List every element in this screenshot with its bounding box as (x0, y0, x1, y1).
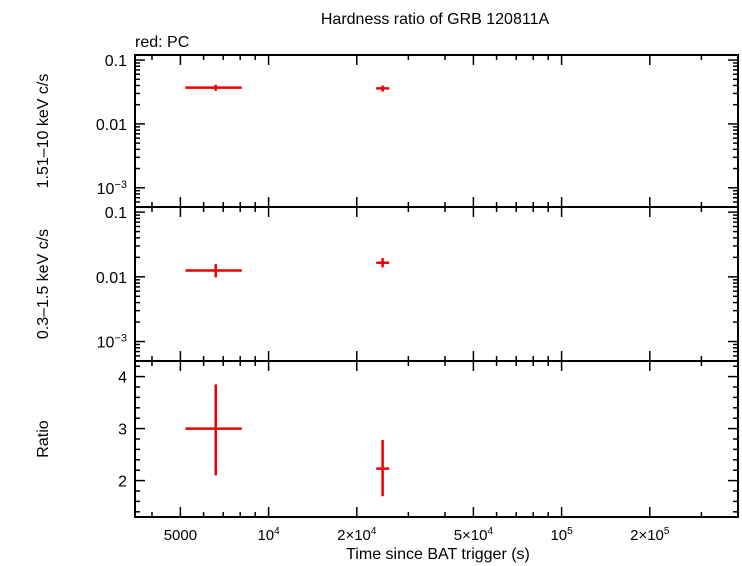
x-tick-label-text: 5000 (164, 527, 197, 544)
panel-2-ytick-label: 10−3 (97, 333, 127, 352)
x-tick-label: 104 (257, 526, 280, 544)
legend-label: red: PC (135, 34, 189, 51)
panel-1-ytick-label-text: 0.1 (105, 53, 127, 70)
panel-2-ytick-label-text: 10 (97, 335, 115, 352)
panel-1-ytick-label: 0.01 (96, 117, 127, 134)
panel-1-ytick-label-text: 0.01 (96, 117, 127, 134)
x-tick-label-text: 10 (257, 527, 274, 544)
x-tick-label-exponent: 5 (664, 526, 670, 537)
panel-3-ytick-label-text: 3 (118, 422, 127, 439)
panel-2-ytick-label: 0.1 (105, 205, 127, 222)
x-tick-label-text: 10 (550, 527, 567, 544)
x-tick-label-exponent: 5 (567, 526, 573, 537)
panel-2-ytick-label-exponent: −3 (114, 333, 127, 345)
panel-2-ytick-label-text: 0.1 (105, 205, 127, 222)
panel-1-ytick-label-exponent: −3 (114, 179, 127, 191)
panel-3-frame (134, 360, 739, 518)
panel-1-ytick-label-text: 10 (97, 181, 115, 198)
panel-3-ytick-label-text: 2 (118, 474, 127, 491)
panel-1-ytick-label: 10−3 (97, 179, 127, 198)
x-tick-label: 5000 (164, 527, 197, 544)
panel-1-frame (134, 54, 739, 208)
panel-3-ytick-label-text: 4 (118, 370, 127, 387)
panel-2-y-axis-label: 0.3–1.5 keV c/s (35, 229, 52, 339)
panel-3-y-axis-label: Ratio (35, 420, 52, 457)
x-tick-label-text: 2×10 (337, 527, 371, 544)
x-tick-label-text: 5×10 (454, 527, 488, 544)
panel-3-ytick-label: 4 (118, 370, 127, 387)
panel-2-ytick-label: 0.01 (96, 270, 127, 287)
panel-2-ytick-label-text: 0.01 (96, 270, 127, 287)
panel-3-ytick-label: 3 (118, 422, 127, 439)
x-tick-label: 2×104 (337, 526, 377, 544)
panel-1-y-axis-label: 1.51–10 keV c/s (35, 74, 52, 189)
panel-3-ytick-label: 2 (118, 474, 127, 491)
x-tick-label: 5×104 (454, 526, 494, 544)
chart-title: Hardness ratio of GRB 120811A (321, 11, 550, 28)
x-tick-label-exponent: 4 (488, 526, 494, 537)
x-tick-label: 2×105 (630, 526, 670, 544)
x-axis-label: Time since BAT trigger (s) (346, 546, 530, 563)
x-tick-label-text: 2×10 (630, 527, 664, 544)
panel-1-ytick-label: 0.1 (105, 53, 127, 70)
x-tick-label-exponent: 4 (274, 526, 280, 537)
x-tick-label: 105 (550, 526, 573, 544)
panel-2-frame (134, 206, 739, 362)
x-tick-label-exponent: 4 (371, 526, 377, 537)
